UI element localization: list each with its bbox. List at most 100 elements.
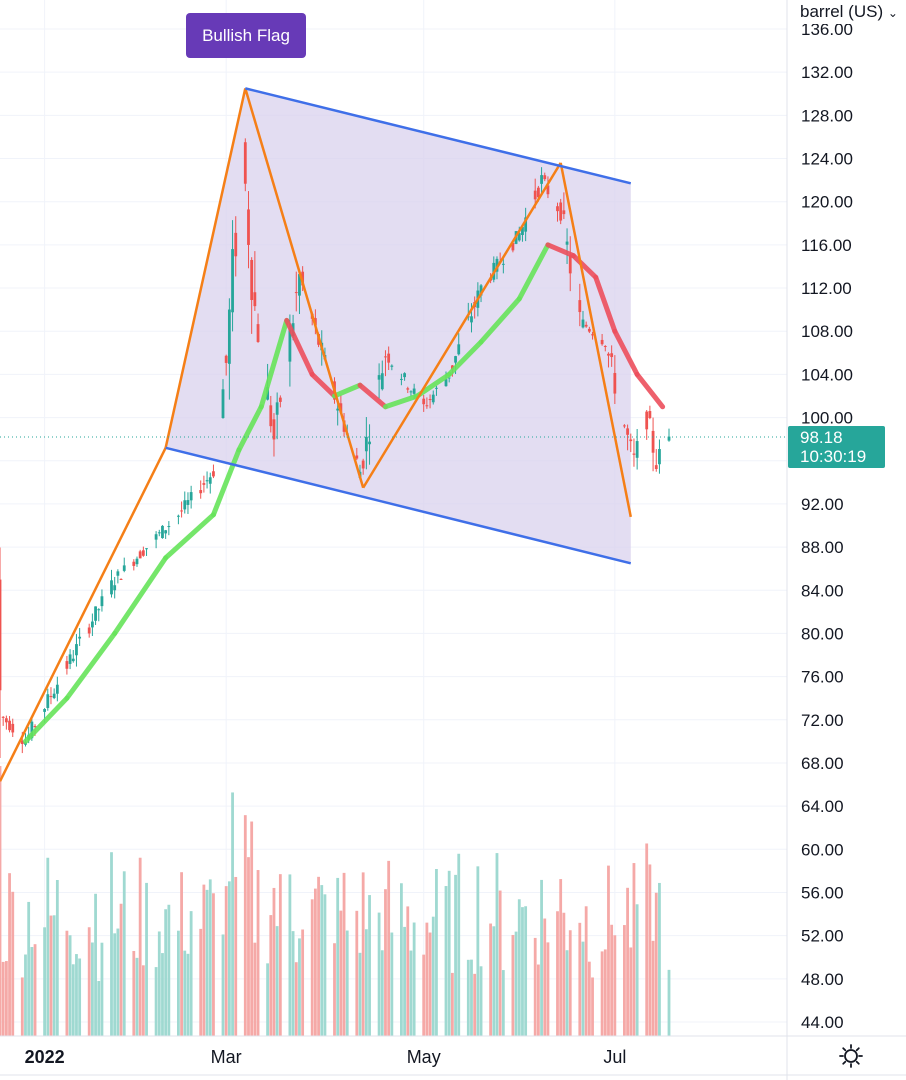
candle-body[interactable] — [623, 425, 626, 427]
candle-body[interactable] — [422, 398, 426, 405]
candle-body[interactable] — [183, 500, 187, 510]
candle-body[interactable] — [161, 525, 164, 539]
candle-body[interactable] — [587, 328, 591, 332]
candle-body[interactable] — [71, 658, 75, 662]
candle-body[interactable] — [390, 365, 394, 367]
candle-body[interactable] — [227, 309, 231, 364]
candle-body[interactable] — [428, 399, 432, 401]
candle-body[interactable] — [511, 243, 515, 251]
candle-body[interactable] — [202, 483, 206, 485]
candle-body[interactable] — [645, 411, 649, 430]
candle-body[interactable] — [221, 389, 225, 418]
candle-body[interactable] — [603, 345, 607, 347]
candle-body[interactable] — [336, 408, 340, 411]
candle-body[interactable] — [406, 388, 410, 390]
candle-body[interactable] — [610, 353, 614, 358]
candle-body[interactable] — [546, 185, 550, 195]
candle-body[interactable] — [629, 439, 633, 442]
candle-body[interactable] — [212, 471, 215, 477]
candle-body[interactable] — [450, 365, 454, 370]
candle-body[interactable] — [501, 263, 505, 265]
candle-body[interactable] — [600, 339, 604, 345]
candle-body[interactable] — [368, 441, 371, 445]
candle-body[interactable] — [78, 636, 82, 639]
candle-body[interactable] — [607, 353, 610, 356]
candle-body[interactable] — [565, 241, 569, 245]
candle-body[interactable] — [457, 344, 461, 355]
candle-body[interactable] — [138, 551, 142, 559]
candle-body[interactable] — [116, 571, 120, 576]
zigzag-line[interactable] — [244, 88, 365, 489]
candle-body[interactable] — [524, 217, 528, 232]
zigzag-line[interactable] — [559, 162, 632, 518]
candle-body[interactable] — [470, 316, 473, 323]
candle-body[interactable] — [269, 405, 273, 427]
candle-body[interactable] — [454, 356, 457, 363]
flag-lower-line[interactable] — [165, 446, 632, 565]
candle-body[interactable] — [479, 285, 483, 296]
candle-body[interactable] — [272, 419, 276, 440]
zigzag-line[interactable] — [362, 162, 562, 489]
candle-body[interactable] — [135, 558, 139, 565]
candle-body[interactable] — [132, 561, 136, 566]
zigzag-line[interactable] — [164, 88, 247, 449]
candle-body[interactable] — [288, 329, 292, 362]
candle-body[interactable] — [278, 397, 282, 402]
candle-body[interactable] — [20, 740, 24, 745]
drawing-lines[interactable] — [0, 87, 632, 782]
candle-body[interactable] — [435, 387, 438, 389]
candle-body[interactable] — [1, 716, 5, 718]
candle-body[interactable] — [364, 436, 368, 452]
candle-body[interactable] — [65, 661, 69, 669]
candle-body[interactable] — [387, 353, 391, 363]
candle-body[interactable] — [658, 449, 661, 465]
candle-body[interactable] — [409, 391, 413, 393]
candle-body[interactable] — [253, 292, 257, 307]
candle-body[interactable] — [0, 579, 2, 691]
zigzag-line[interactable] — [0, 447, 167, 782]
candle-body[interactable] — [425, 405, 429, 407]
price-axis[interactable]: 136.00 132.00 128.00 124.00 120.00 116.00 112.… — [801, 20, 853, 1032]
candle-body[interactable] — [164, 530, 168, 534]
candle-body[interactable] — [412, 388, 416, 394]
candle-body[interactable] — [556, 206, 559, 212]
candle-body[interactable] — [632, 453, 636, 455]
candle-body[interactable] — [122, 565, 126, 571]
candle-body[interactable] — [208, 477, 212, 484]
candle-body[interactable] — [543, 175, 547, 180]
candle-body[interactable] — [533, 190, 537, 200]
candle-body[interactable] — [250, 259, 254, 301]
candle-body[interactable] — [403, 373, 406, 378]
candle-body[interactable] — [247, 209, 250, 245]
candle-body[interactable] — [384, 356, 387, 358]
candle-body[interactable] — [33, 726, 37, 728]
candle-body[interactable] — [536, 187, 540, 198]
candle-body[interactable] — [581, 319, 585, 328]
candle-body[interactable] — [97, 609, 101, 611]
candle-body[interactable] — [199, 490, 203, 494]
candle-body[interactable] — [256, 324, 260, 342]
candle-body[interactable] — [11, 723, 15, 733]
candle-body[interactable] — [584, 324, 588, 327]
candle-body[interactable] — [145, 548, 148, 550]
candle-body[interactable] — [68, 654, 72, 664]
candle-body[interactable] — [447, 377, 451, 379]
candle-body[interactable] — [113, 585, 117, 591]
candle-body[interactable] — [100, 596, 104, 607]
candle-body[interactable] — [154, 534, 158, 540]
candle-body[interactable] — [517, 233, 521, 241]
candle-body[interactable] — [667, 436, 671, 441]
candle-body[interactable] — [521, 226, 524, 236]
candle-body[interactable] — [177, 515, 180, 517]
candle-body[interactable] — [234, 232, 238, 257]
flag-upper-line[interactable] — [245, 87, 632, 185]
unit-selector[interactable]: barrel (US) ⌄ — [796, 0, 902, 24]
pattern-label[interactable]: Bullish Flag — [186, 13, 306, 58]
candle-body[interactable] — [205, 480, 209, 482]
candle-body[interactable] — [648, 411, 652, 419]
candle-body[interactable] — [562, 210, 566, 215]
candle-body[interactable] — [186, 500, 190, 505]
candle-body[interactable] — [380, 373, 384, 390]
candle-body[interactable] — [231, 249, 234, 313]
